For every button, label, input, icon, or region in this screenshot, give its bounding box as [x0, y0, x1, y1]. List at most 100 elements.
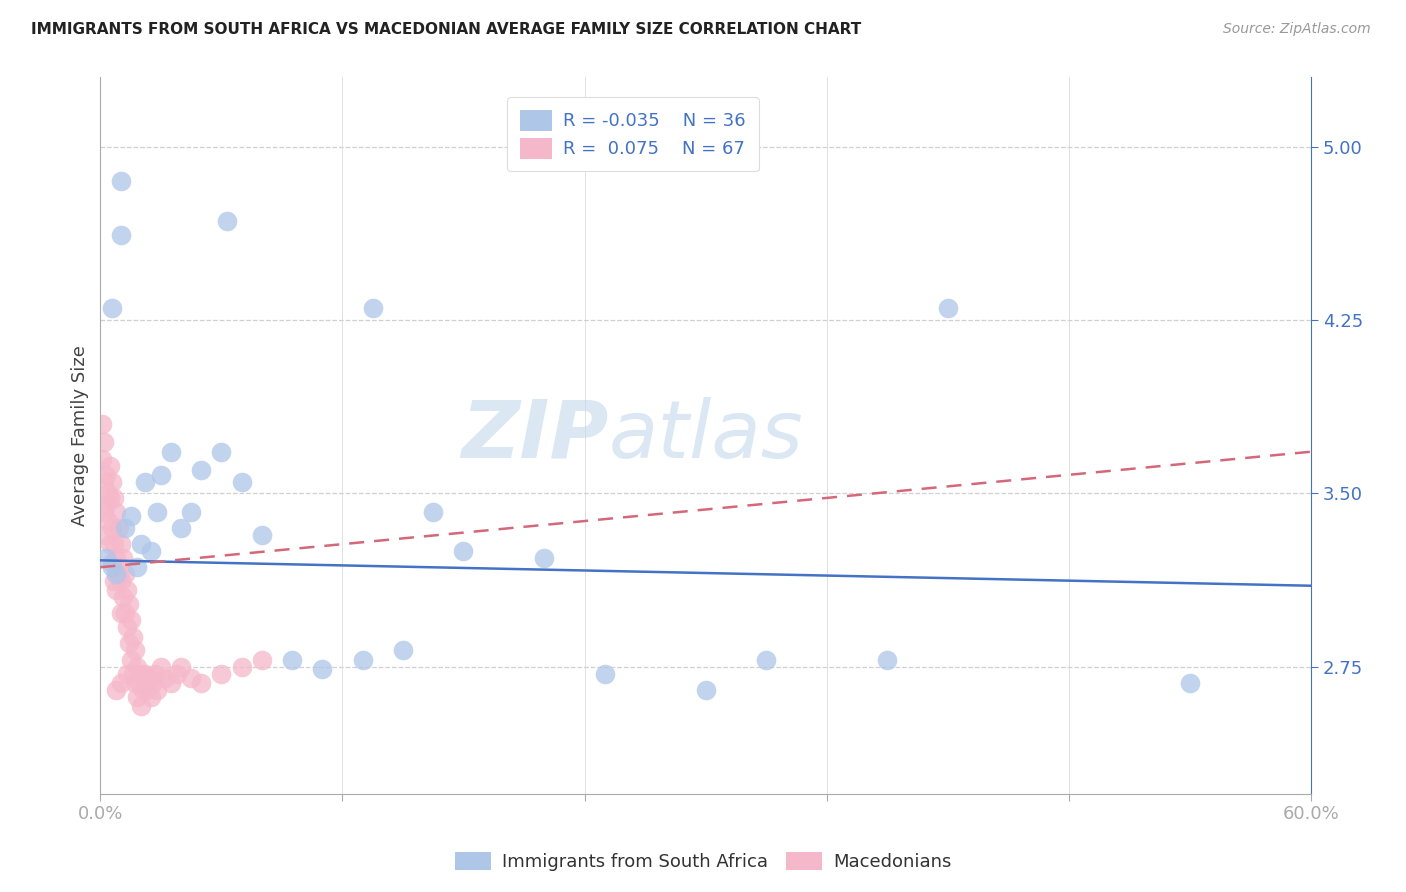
- Point: [755, 653, 778, 667]
- Point: [103, 491, 125, 505]
- Point: [97, 486, 120, 500]
- Point: [936, 301, 959, 316]
- Point: [105, 583, 128, 598]
- Point: [146, 682, 169, 697]
- Point: [96, 528, 118, 542]
- Point: [91, 417, 114, 431]
- Point: [96, 551, 118, 566]
- Point: [110, 607, 132, 621]
- Text: ZIP: ZIP: [461, 397, 609, 475]
- Legend: R = -0.035    N = 36, R =  0.075    N = 67: R = -0.035 N = 36, R = 0.075 N = 67: [508, 97, 759, 171]
- Point: [453, 544, 475, 558]
- Point: [160, 675, 183, 690]
- Point: [114, 607, 136, 621]
- Point: [125, 659, 148, 673]
- Point: [128, 675, 150, 690]
- Point: [361, 301, 384, 316]
- Point: [117, 597, 139, 611]
- Point: [129, 698, 152, 713]
- Point: [533, 551, 555, 566]
- Point: [103, 537, 125, 551]
- Point: [105, 567, 128, 582]
- Point: [93, 435, 115, 450]
- Point: [101, 560, 124, 574]
- Point: [110, 227, 132, 242]
- Point: [876, 653, 898, 667]
- Point: [281, 653, 304, 667]
- Point: [1178, 675, 1201, 690]
- Point: [153, 671, 176, 685]
- Point: [166, 666, 188, 681]
- Point: [139, 690, 162, 704]
- Point: [132, 682, 155, 697]
- Point: [125, 690, 148, 704]
- Point: [695, 682, 717, 697]
- Point: [139, 544, 162, 558]
- Point: [111, 551, 134, 566]
- Point: [96, 498, 118, 512]
- Point: [110, 675, 132, 690]
- Point: [107, 521, 129, 535]
- Point: [422, 505, 444, 519]
- Legend: Immigrants from South Africa, Macedonians: Immigrants from South Africa, Macedonian…: [447, 845, 959, 879]
- Point: [149, 659, 172, 673]
- Point: [146, 505, 169, 519]
- Point: [231, 475, 253, 489]
- Point: [115, 620, 138, 634]
- Point: [110, 174, 132, 188]
- Point: [250, 528, 273, 542]
- Point: [142, 675, 165, 690]
- Point: [143, 666, 166, 681]
- Point: [352, 653, 374, 667]
- Point: [105, 505, 128, 519]
- Point: [124, 643, 146, 657]
- Point: [180, 505, 202, 519]
- Point: [311, 662, 333, 676]
- Point: [135, 682, 157, 697]
- Point: [114, 521, 136, 535]
- Point: [134, 475, 156, 489]
- Point: [170, 521, 193, 535]
- Point: [117, 636, 139, 650]
- Point: [107, 567, 129, 582]
- Point: [250, 653, 273, 667]
- Point: [110, 574, 132, 588]
- Point: [125, 560, 148, 574]
- Point: [100, 491, 122, 505]
- Point: [392, 643, 415, 657]
- Point: [121, 666, 143, 681]
- Point: [121, 630, 143, 644]
- Point: [93, 505, 115, 519]
- Point: [160, 444, 183, 458]
- Point: [231, 659, 253, 673]
- Point: [209, 444, 232, 458]
- Point: [115, 583, 138, 598]
- Point: [129, 537, 152, 551]
- Text: Source: ZipAtlas.com: Source: ZipAtlas.com: [1223, 22, 1371, 37]
- Point: [120, 614, 142, 628]
- Point: [593, 666, 616, 681]
- Text: atlas: atlas: [609, 397, 803, 475]
- Point: [134, 666, 156, 681]
- Point: [93, 475, 115, 489]
- Point: [170, 659, 193, 673]
- Point: [209, 666, 232, 681]
- Point: [138, 671, 160, 685]
- Point: [120, 509, 142, 524]
- Point: [97, 514, 120, 528]
- Point: [101, 475, 124, 489]
- Point: [105, 551, 128, 566]
- Point: [120, 653, 142, 667]
- Point: [180, 671, 202, 685]
- Point: [149, 467, 172, 482]
- Point: [111, 591, 134, 605]
- Point: [114, 567, 136, 582]
- Point: [110, 537, 132, 551]
- Text: IMMIGRANTS FROM SOUTH AFRICA VS MACEDONIAN AVERAGE FAMILY SIZE CORRELATION CHART: IMMIGRANTS FROM SOUTH AFRICA VS MACEDONI…: [31, 22, 862, 37]
- Point: [124, 675, 146, 690]
- Point: [103, 574, 125, 588]
- Point: [115, 666, 138, 681]
- Point: [129, 666, 152, 681]
- Point: [190, 675, 212, 690]
- Point: [217, 213, 239, 227]
